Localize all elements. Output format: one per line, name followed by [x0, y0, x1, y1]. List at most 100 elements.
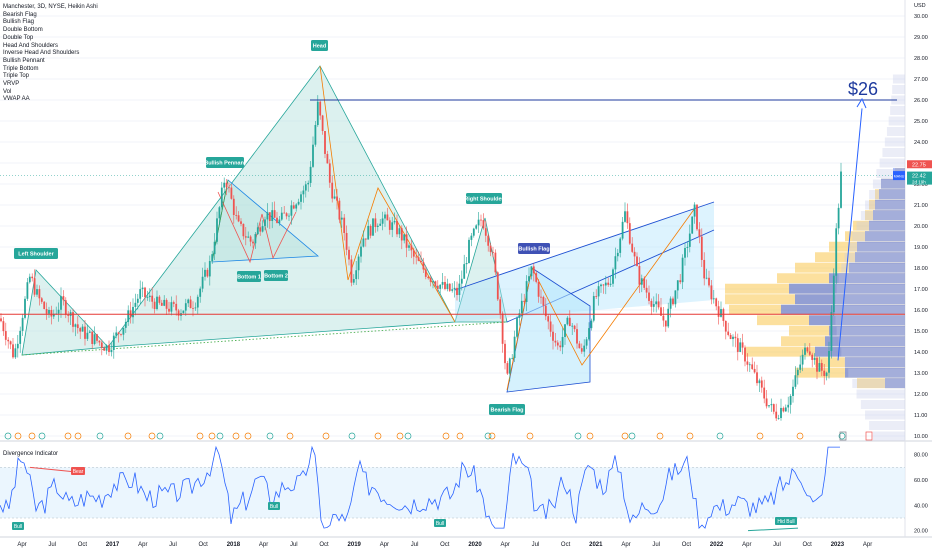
candle-body	[811, 354, 814, 360]
pattern-tag	[466, 193, 502, 204]
pattern-tag-text: Right Shoulder	[464, 197, 504, 203]
legend-indicator[interactable]: Bullish Pennant	[3, 57, 45, 64]
double-bottom-zig	[217, 191, 297, 264]
vp-bar-light	[841, 263, 905, 273]
candle-body	[484, 228, 487, 236]
bull-tag-text: Bull	[14, 524, 22, 530]
legend-indicator[interactable]: Bullish Flag	[3, 19, 35, 26]
legend-indicator[interactable]: Vol	[3, 88, 12, 95]
candle-body	[597, 286, 600, 297]
vp-bar-blue	[825, 336, 905, 347]
candle-body	[775, 411, 778, 419]
time-tick-label: 2018	[227, 542, 241, 548]
event-marker	[526, 432, 534, 440]
pattern-tag-text: Bullish Flag	[518, 247, 549, 253]
candle-body	[669, 298, 672, 309]
candle-body	[172, 302, 175, 304]
candle-body	[254, 234, 257, 244]
candle-body	[580, 348, 583, 352]
candle-body	[650, 300, 653, 307]
candle-body	[832, 275, 835, 313]
candle-body	[448, 283, 451, 291]
legend-indicator[interactable]: VWAP AA	[3, 96, 30, 103]
legend-indicator[interactable]: Double Bottom	[3, 27, 43, 34]
vp-bar-blue	[829, 325, 905, 336]
candle-body	[60, 296, 62, 310]
vp-bar-blue	[809, 315, 905, 326]
candle-body	[266, 212, 269, 220]
vp-bar-light	[836, 326, 905, 336]
candle-body	[638, 265, 641, 285]
head-shape	[107, 65, 456, 348]
legend-symbol[interactable]: Manchester, 3D, NYSE, Heikin Ashi	[3, 4, 98, 10]
event-marker	[28, 432, 36, 440]
bull-tag-text: Bull	[436, 521, 444, 527]
pattern-tag-text: Bullish Pennant	[204, 161, 246, 167]
candle-body	[24, 298, 26, 318]
legend-indicator[interactable]: Triple Top	[3, 73, 30, 80]
candle-body	[283, 212, 286, 214]
bull-tag-text: Bull	[270, 504, 278, 510]
vp-bar-light	[838, 337, 905, 346]
pattern-tag	[311, 40, 328, 51]
candle-body	[165, 299, 168, 309]
candle-body	[384, 214, 386, 219]
legend-indicator[interactable]: Triple Bottom	[3, 65, 39, 72]
candle-body	[225, 182, 228, 188]
candle-body	[14, 348, 17, 358]
legend-indicator[interactable]: Inverse Head And Shoulders	[3, 50, 80, 57]
candle-body	[415, 256, 418, 258]
legend-indicator[interactable]: Double Top	[3, 34, 34, 41]
vp-bar-light	[869, 421, 905, 430]
price-tick-label: 13.00	[914, 371, 928, 377]
candle-body	[264, 219, 266, 227]
legend-indicator[interactable]: VRVP	[3, 81, 20, 88]
candle-body	[7, 339, 10, 342]
event-marker	[38, 432, 46, 440]
legend-indicator[interactable]: Bearish Flag	[3, 11, 37, 18]
time-tick-label: Apr	[138, 542, 147, 548]
time-tick-label: Apr	[501, 542, 510, 548]
candle-body	[350, 259, 353, 283]
candle-body	[295, 204, 298, 209]
candle-body	[360, 246, 362, 257]
hidden-bull-tag-text: Hid Bull	[777, 519, 794, 525]
divergence-title: Divergence Indicator	[3, 451, 58, 457]
candle-body	[525, 281, 528, 302]
divergence-pane: Divergence Indicator 20.00 40.00 60.00 80.00…	[0, 445, 928, 535]
pattern-tag	[14, 248, 58, 259]
pattern-tag-text: Bottom 1	[237, 275, 261, 281]
candle-body	[717, 306, 720, 317]
candle-body	[412, 250, 415, 257]
candle-body	[540, 296, 542, 298]
candle-body	[566, 317, 569, 325]
candle-body	[252, 241, 254, 244]
candle-body	[309, 166, 312, 183]
vp-bar-light	[879, 158, 905, 168]
candle-body	[160, 302, 163, 306]
event-marker	[4, 432, 12, 440]
time-tick-label: Apr	[17, 542, 26, 548]
candle-body	[50, 309, 53, 317]
candle-body	[823, 370, 826, 376]
legend-indicator[interactable]: Head And Shoulders	[3, 42, 59, 49]
candle-body	[319, 101, 322, 116]
target-arrow	[837, 108, 863, 361]
neckline	[21, 321, 508, 356]
candle-body	[578, 343, 581, 349]
candle-body	[825, 372, 828, 376]
candle-body	[724, 320, 727, 332]
osc-tick-label: 80.00	[914, 453, 928, 459]
volume-profile	[725, 74, 905, 441]
candle-body	[691, 216, 694, 234]
candle-body	[393, 220, 396, 223]
current-price-tag	[907, 171, 932, 185]
candle-body	[28, 276, 31, 283]
candle-body	[504, 343, 506, 364]
candle-body	[439, 284, 442, 289]
candle-body	[470, 235, 473, 240]
candle-body	[782, 407, 785, 412]
candle-body	[520, 300, 523, 314]
candle-body	[590, 320, 593, 329]
